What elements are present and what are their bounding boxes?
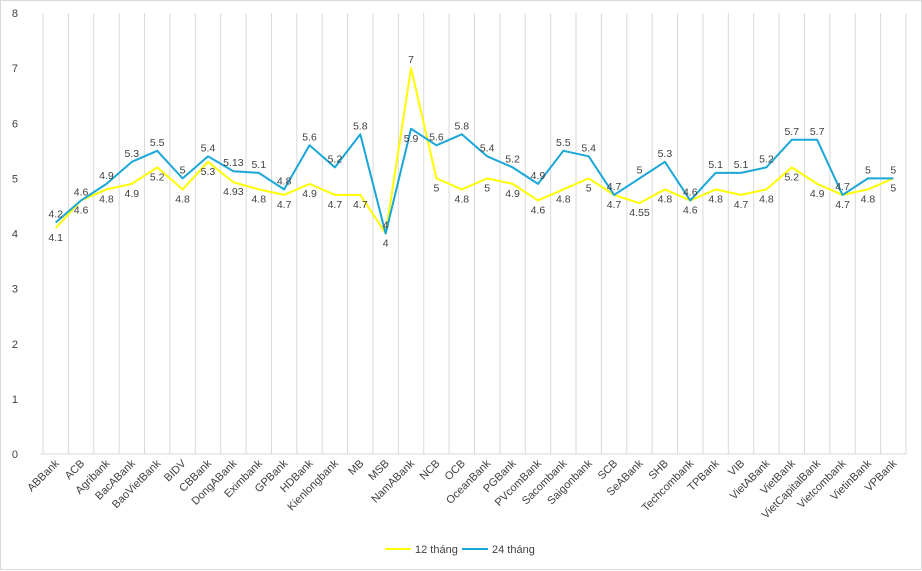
y-tick-label: 7 — [12, 63, 18, 75]
data-label-24-th-ng-vietcombank: 4.7 — [835, 181, 850, 193]
data-label-12-th-ng-vietinbank: 4.8 — [861, 193, 876, 205]
series-line-24-th-ng — [55, 127, 894, 235]
data-label-24-th-ng-dongabank: 5.13 — [223, 157, 244, 169]
data-label-24-th-ng-msb: 4 — [383, 220, 389, 232]
x-axis-ticks: ABBank ACBAgribankBacABankBaoVietBankBIDV… — [25, 457, 900, 521]
data-label-12-th-ng-seabank: 4.55 — [629, 207, 650, 219]
x-tick-label-ncb: NCB — [418, 458, 443, 483]
data-label-12-th-ng-ocb: 4.8 — [455, 193, 470, 205]
data-label-12-th-ng-kienlongbank: 4.7 — [328, 199, 343, 211]
y-tick-label: 6 — [12, 118, 18, 130]
data-label-24-th-ng-ncb: 5.6 — [429, 131, 444, 143]
y-tick-label: 1 — [12, 394, 18, 406]
data-label-12-th-ng-dongabank: 4.93 — [223, 186, 244, 198]
data-label-24-th-ng-cbbank: 5.4 — [201, 142, 216, 154]
data-label-24-th-ng-gpbank: 4.8 — [277, 175, 292, 187]
data-label-24-th-ng-bacabank: 5.3 — [125, 148, 140, 160]
data-label-24-th-ng-scb: 4.7 — [607, 181, 622, 193]
data-label-24-th-ng-pgbank: 5.2 — [505, 153, 520, 165]
y-tick-label: 2 — [12, 339, 18, 351]
data-label-24-th-ng-vietcapitalbank: 5.7 — [810, 126, 825, 138]
legend: 12 tháng 24 tháng — [385, 544, 535, 556]
data-label-12-th-ng-tpbank: 4.8 — [708, 193, 723, 205]
data-label-12-th-ng-vib: 4.7 — [734, 199, 749, 211]
series-line-12-th-ng — [54, 67, 894, 235]
data-label-12-th-ng-pvcombank: 4.6 — [531, 204, 546, 216]
data-label-24-th-ng-acb: 4.6 — [74, 186, 89, 198]
data-label-12-th-ng-baovietbank: 5.2 — [150, 171, 165, 183]
data-label-24-th-ng-namabank: 5.9 — [404, 133, 419, 145]
data-label-24-th-ng-sacombank: 5.5 — [556, 137, 571, 149]
data-label-12-th-ng-abbank: 4.1 — [48, 232, 63, 244]
data-label-12-th-ng-vietcombank: 4.7 — [835, 199, 850, 211]
data-label-24-th-ng-saigonbank: 5.4 — [581, 142, 596, 154]
data-label-12-th-ng-vietcapitalbank: 4.9 — [810, 188, 825, 200]
data-label-24-th-ng-kienlongbank: 5.2 — [328, 153, 343, 165]
data-label-24-th-ng-tpbank: 5.1 — [708, 159, 723, 171]
legend-label-12-thang: 12 tháng — [415, 544, 458, 556]
data-label-12-th-ng-namabank: 7 — [408, 54, 414, 66]
data-label-12-th-ng-saigonbank: 5 — [586, 182, 592, 194]
data-label-12-th-ng-bidv: 4.8 — [175, 193, 190, 205]
data-label-12-th-ng-vietabank: 4.8 — [759, 193, 774, 205]
data-label-12-th-ng-vietbank: 5.2 — [784, 171, 799, 183]
data-label-24-th-ng-oceanbank: 5.4 — [480, 142, 495, 154]
data-label-12-th-ng-scb: 4.7 — [607, 199, 622, 211]
data-label-12-th-ng-techcombank: 4.6 — [683, 204, 698, 216]
data-label-12-th-ng-bacabank: 4.9 — [125, 188, 140, 200]
data-label-24-th-ng-vib: 5.1 — [734, 159, 749, 171]
data-label-12-th-ng-shb: 4.8 — [658, 193, 673, 205]
y-tick-label: 8 — [12, 8, 18, 20]
data-label-12-th-ng-msb: 4 — [383, 238, 389, 250]
data-label-24-th-ng-abbank: 4.2 — [48, 208, 63, 220]
data-label-24-th-ng-vietabank: 5.2 — [759, 153, 774, 165]
data-labels: 4.1 4.6 4.8 4.9 5.2 4.8 5.3 4.93 4.8 4.7 4.9 4.7 4.7… — [48, 54, 896, 249]
data-label-24-th-ng-hdbank: 5.6 — [302, 131, 317, 143]
data-label-12-th-ng-gpbank: 4.7 — [277, 199, 292, 211]
data-label-12-th-ng-mb: 4.7 — [353, 199, 368, 211]
y-tick-label: 0 — [12, 449, 18, 461]
data-label-24-th-ng-ocb: 5.8 — [455, 120, 470, 132]
x-tick-label-mb: MB — [346, 458, 366, 478]
data-label-24-th-ng-eximbank: 5.1 — [251, 159, 266, 171]
data-label-24-th-ng-vietbank: 5.7 — [784, 126, 799, 138]
data-label-12-th-ng-ncb: 5 — [434, 182, 440, 194]
legend-label-24-thang: 24 tháng — [492, 544, 535, 556]
data-label-24-th-ng-agribank: 4.9 — [99, 170, 114, 182]
y-tick-label: 4 — [12, 229, 18, 241]
data-label-24-th-ng-seabank: 5 — [637, 164, 643, 176]
data-label-24-th-ng-bidv: 5 — [180, 164, 186, 176]
data-label-24-th-ng-baovietbank: 5.5 — [150, 137, 165, 149]
data-label-12-th-ng-cbbank: 5.3 — [201, 166, 216, 178]
data-label-12-th-ng-sacombank: 4.8 — [556, 193, 571, 205]
x-tick-label-abbank: ABBank — [25, 457, 62, 494]
x-tick-label-vib: VIB — [726, 458, 747, 479]
data-label-12-th-ng-pgbank: 4.9 — [505, 188, 520, 200]
data-label-12-th-ng-hdbank: 4.9 — [302, 188, 317, 200]
y-axis-ticks: 0 1 2 3 4 5 6 7 8 — [12, 8, 18, 461]
y-tick-label: 3 — [12, 284, 18, 296]
data-label-24-th-ng-vietinbank: 5 — [865, 164, 871, 176]
y-tick-label: 5 — [12, 173, 18, 185]
data-label-24-th-ng-shb: 5.3 — [658, 148, 673, 160]
data-label-24-th-ng-vpbank: 5 — [890, 164, 896, 176]
data-label-12-th-ng-agribank: 4.8 — [99, 193, 114, 205]
data-label-12-th-ng-eximbank: 4.8 — [251, 193, 266, 205]
data-label-24-th-ng-pvcombank: 4.9 — [531, 170, 546, 182]
data-label-12-th-ng-acb: 4.6 — [74, 204, 89, 216]
data-label-24-th-ng-techcombank: 4.6 — [683, 186, 698, 198]
data-label-12-th-ng-oceanbank: 5 — [484, 182, 490, 194]
series-lines — [54, 67, 894, 235]
data-label-12-th-ng-vpbank: 5 — [890, 182, 896, 194]
data-label-24-th-ng-mb: 5.8 — [353, 120, 368, 132]
gridlines — [42, 13, 907, 454]
